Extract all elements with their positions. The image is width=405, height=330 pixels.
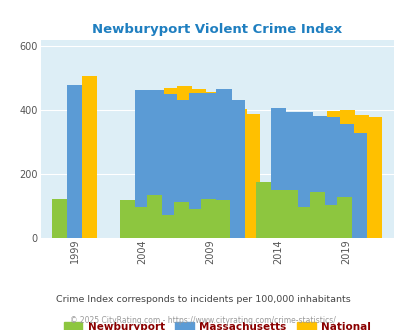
Bar xyxy=(150,90,165,238)
Bar xyxy=(202,93,217,238)
Bar xyxy=(285,122,300,238)
Bar xyxy=(326,112,341,238)
Bar xyxy=(353,115,368,238)
Bar xyxy=(119,200,134,238)
Bar xyxy=(82,76,97,238)
Bar xyxy=(338,124,353,238)
Bar xyxy=(270,108,285,238)
Bar xyxy=(177,86,192,238)
Bar xyxy=(134,90,150,238)
Bar xyxy=(297,112,312,238)
Bar xyxy=(204,92,219,238)
Text: © 2025 CityRating.com - https://www.cityrating.com/crime-statistics/: © 2025 CityRating.com - https://www.city… xyxy=(70,316,335,325)
Bar xyxy=(163,88,178,238)
Legend: Newburyport, Massachusetts, National: Newburyport, Massachusetts, National xyxy=(60,318,374,330)
Bar xyxy=(216,89,231,238)
Bar xyxy=(231,109,246,238)
Bar xyxy=(296,207,311,238)
Bar xyxy=(148,90,163,238)
Bar xyxy=(189,93,204,238)
Title: Newburyport Violent Crime Index: Newburyport Violent Crime Index xyxy=(92,23,341,36)
Bar xyxy=(323,205,338,238)
Bar xyxy=(311,116,326,238)
Bar xyxy=(352,133,367,238)
Bar xyxy=(162,94,177,238)
Bar xyxy=(187,210,202,238)
Bar xyxy=(133,207,148,238)
Bar xyxy=(230,100,245,238)
Bar xyxy=(160,214,175,238)
Text: Crime Index corresponds to incidents per 100,000 inhabitants: Crime Index corresponds to incidents per… xyxy=(55,295,350,304)
Bar xyxy=(337,197,352,238)
Bar xyxy=(282,190,297,238)
Bar xyxy=(52,199,67,238)
Bar xyxy=(245,114,260,238)
Bar xyxy=(190,89,205,238)
Bar xyxy=(284,113,299,238)
Bar xyxy=(214,200,230,238)
Bar xyxy=(174,203,189,238)
Bar xyxy=(309,192,324,238)
Bar xyxy=(269,190,283,238)
Bar xyxy=(67,85,82,238)
Bar xyxy=(255,182,270,238)
Bar xyxy=(201,199,216,238)
Bar xyxy=(339,110,354,238)
Bar xyxy=(312,116,327,238)
Bar xyxy=(299,118,314,238)
Bar xyxy=(217,100,232,238)
Bar xyxy=(367,116,382,238)
Bar xyxy=(147,195,162,238)
Bar xyxy=(324,117,339,238)
Bar xyxy=(175,100,190,238)
